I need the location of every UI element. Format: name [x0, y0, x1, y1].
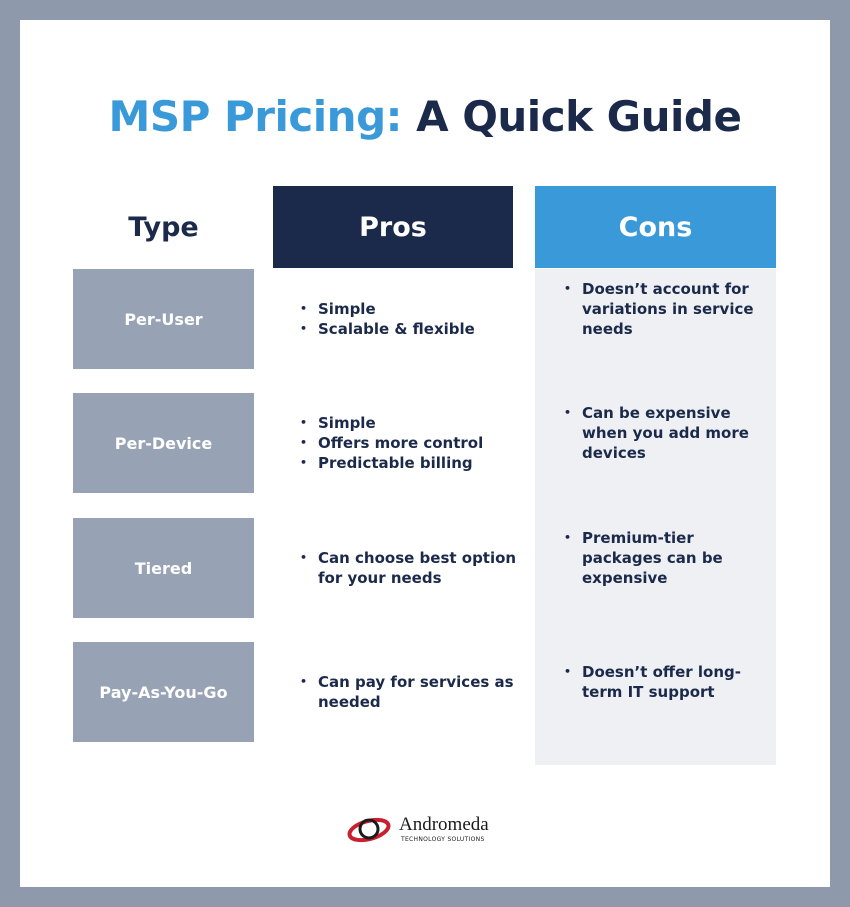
- logo-mark: [347, 817, 391, 843]
- title-rest: A Quick Guide: [416, 92, 742, 141]
- logo-name: Andromeda: [399, 814, 489, 835]
- panel: MSP Pricing: A Quick Guide Type Pros Con…: [20, 20, 830, 887]
- pros-list: Can pay for services as needed: [293, 642, 518, 742]
- title: MSP Pricing: A Quick Guide: [20, 92, 830, 141]
- pros-list: SimpleScalable & flexible: [293, 269, 518, 369]
- logo-tagline: TECHNOLOGY SOLUTIONS: [401, 836, 485, 843]
- pros-item: Simple: [300, 299, 518, 319]
- pros-list: Can choose best option for your needs: [293, 518, 518, 618]
- pros-list: SimpleOffers more controlPredictable bil…: [293, 393, 518, 493]
- pros-item: Can pay for services as needed: [300, 672, 518, 712]
- pros-item: Scalable & flexible: [300, 319, 518, 339]
- header-cons: Cons: [535, 186, 776, 268]
- type-cell: Per-Device: [73, 393, 254, 493]
- cons-list: Can be expensive when you add more devic…: [557, 383, 777, 483]
- cons-list: Doesn’t offer long-term IT support: [557, 632, 777, 732]
- pros-item: Offers more control: [300, 433, 518, 453]
- header-type: Type: [128, 211, 199, 243]
- cons-item: Can be expensive when you add more devic…: [564, 403, 777, 463]
- cons-item: Premium-tier packages can be expensive: [564, 528, 777, 588]
- type-cell: Per-User: [73, 269, 254, 369]
- pros-item: Can choose best option for your needs: [300, 548, 518, 588]
- type-cell: Tiered: [73, 518, 254, 618]
- logo: Andromeda TECHNOLOGY SOLUTIONS: [345, 812, 515, 848]
- cons-item: Doesn’t account for variations in servic…: [564, 279, 777, 339]
- pros-item: Predictable billing: [300, 453, 518, 473]
- pros-item: Simple: [300, 413, 518, 433]
- header-pros: Pros: [273, 186, 513, 268]
- title-highlight: MSP Pricing:: [108, 92, 403, 141]
- type-cell: Pay-As-You-Go: [73, 642, 254, 742]
- cons-list: Doesn’t account for variations in servic…: [557, 259, 777, 359]
- cons-list: Premium-tier packages can be expensive: [557, 508, 777, 608]
- cons-item: Doesn’t offer long-term IT support: [564, 662, 777, 702]
